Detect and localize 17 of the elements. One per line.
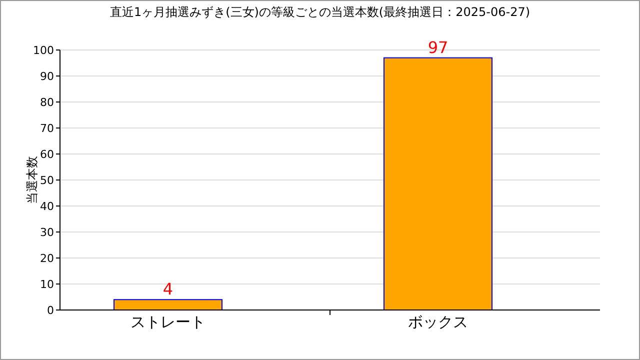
y-axis-title: 当選本数 (25, 156, 39, 204)
y-tick-label: 50 (40, 174, 54, 187)
data-label: 97 (428, 38, 448, 57)
y-tick-label: 20 (40, 252, 54, 265)
y-tick-label: 40 (40, 200, 54, 213)
y-tick-label: 60 (40, 148, 54, 161)
x-tick-label: ストレート (130, 313, 206, 331)
y-tick-label: 30 (40, 226, 54, 239)
y-tick-label: 70 (40, 122, 54, 135)
y-tick-label: 0 (47, 304, 54, 317)
y-tick-label: 100 (33, 44, 54, 57)
y-tick-label: 90 (40, 70, 54, 83)
y-tick-label: 10 (40, 278, 54, 291)
chart-title: 直近1ヶ月抽選みずき(三女)の等級ごとの当選本数(最終抽選日：2025-06-27) (110, 5, 530, 19)
data-label: 4 (162, 280, 174, 299)
y-tick-label: 80 (40, 96, 54, 109)
x-tick-label: ボックス (408, 313, 468, 331)
